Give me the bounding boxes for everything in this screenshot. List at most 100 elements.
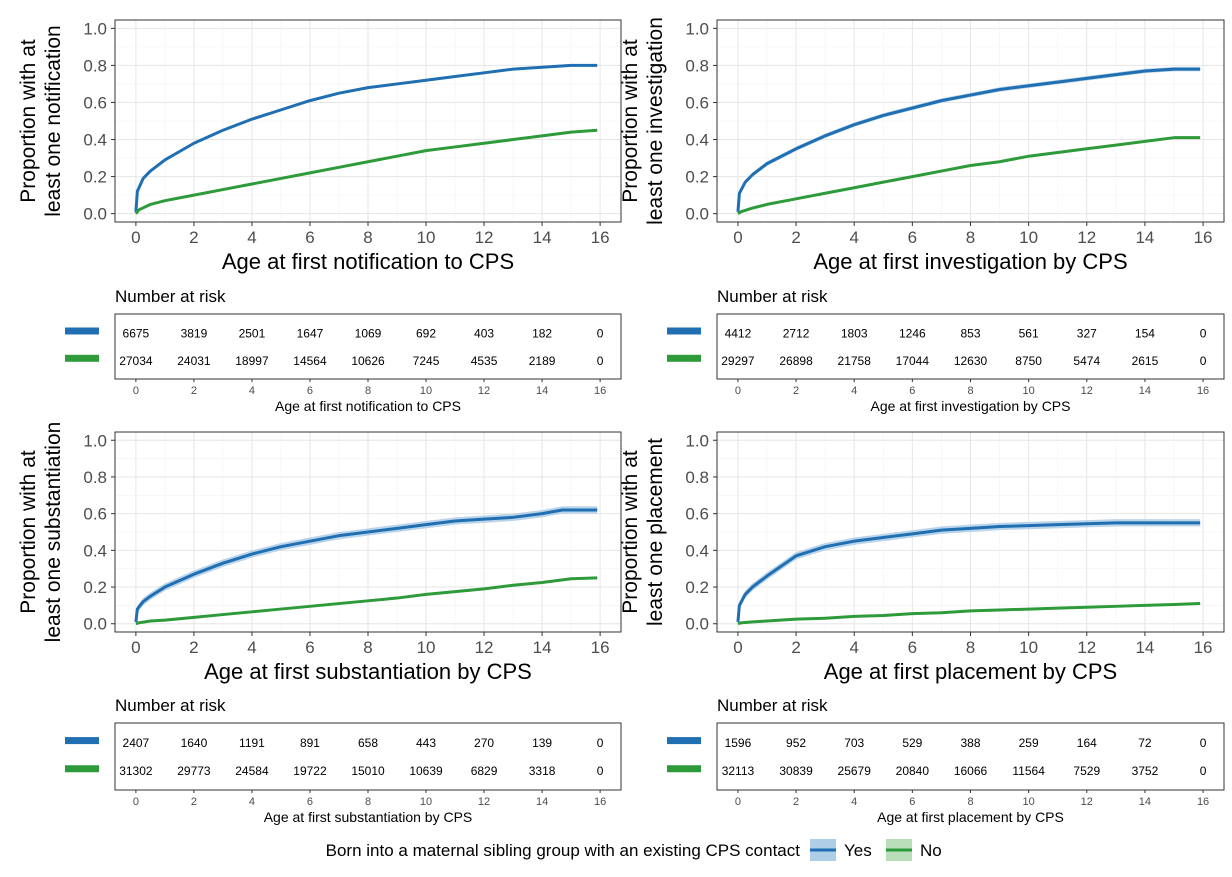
y-axis-title-line: Proportion with at bbox=[17, 39, 40, 203]
risk-count-yes: 2712 bbox=[783, 327, 810, 341]
risk-count-yes: 1803 bbox=[841, 327, 868, 341]
risk-table-frame bbox=[716, 722, 1225, 791]
y-tick-label: 1.0 bbox=[685, 431, 709, 450]
risk-count-yes: 561 bbox=[1019, 327, 1039, 341]
legend: Born into a maternal sibling group with … bbox=[326, 839, 942, 861]
risk-count-yes: 270 bbox=[474, 736, 494, 750]
risk-x-tick-label: 14 bbox=[1139, 385, 1151, 397]
risk-table-frame bbox=[114, 722, 622, 791]
risk-count-no: 15010 bbox=[351, 764, 385, 778]
y-tick-label: 0.4 bbox=[685, 541, 709, 560]
risk-x-tick-label: 12 bbox=[1081, 796, 1093, 808]
risk-count-no: 24031 bbox=[177, 354, 211, 368]
risk-count-no: 14564 bbox=[293, 354, 327, 368]
x-tick-label: 12 bbox=[1077, 228, 1096, 247]
y-axis-title-line: Proportion with at bbox=[619, 39, 642, 203]
risk-x-axis-title: Age at first substantiation by CPS bbox=[264, 809, 473, 825]
x-tick-label: 4 bbox=[849, 638, 858, 657]
risk-count-no: 8750 bbox=[1015, 354, 1042, 368]
risk-x-tick-label: 2 bbox=[191, 385, 197, 397]
risk-row-key-no bbox=[65, 765, 99, 773]
risk-count-yes: 1647 bbox=[297, 327, 324, 341]
x-tick-label: 6 bbox=[908, 638, 917, 657]
risk-row-key-no bbox=[667, 765, 701, 773]
risk-x-tick-label: 0 bbox=[735, 385, 741, 397]
y-axis-title-line: least one investigation bbox=[644, 17, 667, 225]
risk-table-frame bbox=[114, 313, 622, 380]
y-tick-label: 0.8 bbox=[83, 468, 107, 487]
ci-ribbon-no bbox=[135, 129, 598, 214]
risk-count-no: 25679 bbox=[838, 764, 872, 778]
risk-table: Number at risk66752703403819240312250118… bbox=[65, 287, 622, 414]
y-tick-label: 1.0 bbox=[83, 431, 107, 450]
x-tick-label: 14 bbox=[1135, 228, 1154, 247]
risk-x-tick-label: 8 bbox=[967, 796, 973, 808]
ci-ribbon-yes bbox=[737, 519, 1201, 624]
risk-count-no: 7529 bbox=[1073, 764, 1100, 778]
risk-count-no: 26898 bbox=[779, 354, 813, 368]
risk-row-key-yes bbox=[667, 737, 701, 745]
risk-row-key-yes bbox=[65, 737, 99, 745]
y-tick-label: 1.0 bbox=[83, 19, 107, 38]
y-tick-label: 0.2 bbox=[83, 168, 107, 187]
x-tick-label: 12 bbox=[475, 638, 494, 657]
risk-row-key-yes bbox=[65, 327, 99, 335]
risk-count-yes: 4412 bbox=[725, 327, 752, 341]
risk-count-no: 29773 bbox=[177, 764, 211, 778]
risk-x-tick-label: 10 bbox=[420, 385, 432, 397]
x-tick-label: 2 bbox=[791, 638, 800, 657]
x-tick-label: 8 bbox=[966, 638, 975, 657]
risk-count-yes: 1246 bbox=[899, 327, 926, 341]
x-tick-label: 6 bbox=[305, 228, 314, 247]
risk-x-tick-label: 8 bbox=[365, 796, 371, 808]
x-tick-label: 10 bbox=[417, 638, 436, 657]
ci-ribbon-yes bbox=[135, 506, 598, 624]
risk-count-yes: 0 bbox=[1200, 327, 1207, 341]
risk-count-yes: 3819 bbox=[181, 327, 208, 341]
risk-count-no: 10639 bbox=[409, 764, 443, 778]
y-tick-label: 0.4 bbox=[83, 541, 107, 560]
risk-x-tick-label: 4 bbox=[249, 385, 255, 397]
risk-count-yes: 1640 bbox=[181, 736, 208, 750]
risk-x-tick-label: 6 bbox=[307, 796, 313, 808]
x-tick-label: 2 bbox=[189, 228, 198, 247]
x-tick-label: 16 bbox=[591, 228, 610, 247]
km-curve-yes bbox=[134, 63, 598, 212]
y-tick-label: 0.2 bbox=[83, 578, 107, 597]
risk-x-tick-label: 14 bbox=[1139, 796, 1151, 808]
risk-count-no: 0 bbox=[1200, 354, 1207, 368]
y-axis-title-line: Proportion with at bbox=[17, 450, 40, 614]
risk-x-tick-label: 10 bbox=[420, 796, 432, 808]
risk-x-tick-label: 4 bbox=[249, 796, 255, 808]
risk-x-tick-label: 16 bbox=[594, 796, 606, 808]
km-curve-yes bbox=[736, 67, 1201, 212]
risk-count-yes: 952 bbox=[786, 736, 806, 750]
x-axis-title: Age at first placement by CPS bbox=[824, 659, 1117, 684]
risk-table: Number at risk 4412 29297 0 2712 26898 2 1803 21… bbox=[667, 287, 1225, 414]
x-tick-label: 10 bbox=[417, 228, 436, 247]
risk-count-no: 12630 bbox=[954, 354, 988, 368]
risk-count-yes: 853 bbox=[960, 327, 980, 341]
y-tick-label: 0.0 bbox=[83, 205, 107, 224]
legend-label-yes: Yes bbox=[844, 841, 872, 860]
risk-count-no: 29297 bbox=[721, 354, 755, 368]
y-tick-label: 0.2 bbox=[685, 578, 709, 597]
risk-count-yes: 658 bbox=[358, 736, 378, 750]
x-tick-label: 4 bbox=[247, 638, 256, 657]
risk-count-no: 27034 bbox=[119, 354, 153, 368]
grid-lines bbox=[115, 20, 621, 222]
x-tick-label: 6 bbox=[305, 638, 314, 657]
y-axis-title-line: least one substantiation bbox=[42, 422, 65, 643]
risk-count-yes: 182 bbox=[532, 327, 552, 341]
risk-count-no: 3752 bbox=[1132, 764, 1159, 778]
risk-x-tick-label: 12 bbox=[1081, 385, 1093, 397]
y-tick-label: 1.0 bbox=[685, 19, 709, 38]
risk-count-yes: 154 bbox=[1135, 327, 1155, 341]
risk-count-no: 31302 bbox=[119, 764, 153, 778]
risk-count-yes: 0 bbox=[597, 736, 604, 750]
risk-count-no: 21758 bbox=[838, 354, 872, 368]
risk-x-tick-label: 12 bbox=[478, 796, 490, 808]
risk-x-tick-label: 16 bbox=[594, 385, 606, 397]
risk-count-no: 0 bbox=[1200, 764, 1207, 778]
risk-count-no: 2615 bbox=[1132, 354, 1159, 368]
